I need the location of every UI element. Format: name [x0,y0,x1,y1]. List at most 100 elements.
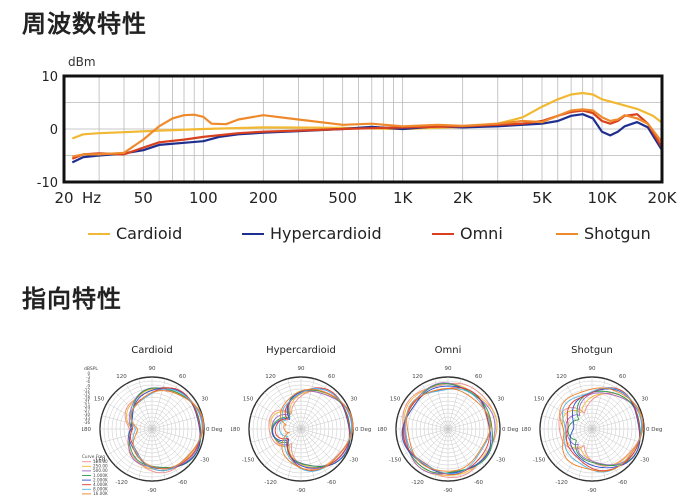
polar-spoke [565,383,593,430]
polar-title-cardioid: Cardioid [131,345,173,356]
polar-legend-frequency: 16.00K [93,491,108,496]
y-axis-label: dBm [68,55,96,69]
x-tick-label: 20K [648,189,678,207]
polar-angle-label: -60 [618,480,627,486]
polar-curve [279,388,354,471]
polar-curve [559,387,644,472]
polar-angle-label: -30 [496,458,505,464]
polar-angle-label: 150 [94,397,105,403]
polar-ring-value: -3 [86,375,90,380]
polar-angle-label: 120 [556,374,567,380]
polar-title-omni: Omni [434,345,462,356]
polar-ring-value: -33 [83,416,90,421]
polar-angle-label: 30 [201,397,208,403]
polar-ring-value: -30 [83,412,90,417]
polar-spoke [300,415,352,430]
polar-spoke [151,392,189,430]
polar-angle-label: 180 [82,427,91,433]
polar-curve [278,388,352,472]
polar-spoke [447,428,485,466]
polar-legend-header: Curve [82,454,95,459]
legend-swatch-hypercardioid [242,232,264,235]
polar-angle-label: 30 [641,397,648,403]
polar-angle-label: 120 [265,374,276,380]
polar-legend-frequency: 250.00 [93,464,108,469]
polar-spoke [578,378,593,430]
polar-angle-label: -120 [411,480,424,486]
polar-angle-label: 120 [116,374,127,380]
polar-spoke [115,392,153,430]
legend-swatch-omni [432,232,454,235]
polar-title-shotgun: Shotgun [571,345,613,356]
polar-angle-label: 60 [475,374,482,380]
polar-curve [406,388,491,472]
polar-spoke [421,383,449,430]
legend-label-hypercardioid: Hypercardioid [270,224,382,243]
polar-spoke [300,428,352,443]
polar-spoke [402,428,449,456]
polar-spoke [151,428,189,466]
polar-spoke [300,392,338,430]
polar-ring-value: -6 [86,379,90,384]
polar-angle-label: 150 [534,397,545,403]
polar-spoke [300,428,338,466]
polar-curve [405,388,491,475]
polar-plot-hypercardioid: 0 Deg 30 60 90 120 150 180 -150 -120 -90 -60 -30 [231,366,371,494]
polar-legend-frequency: 1.000K [93,473,108,478]
polar-spoke [578,428,593,480]
legend-item-shotgun: Shotgun [556,224,651,243]
polar-ring-value: -21 [83,400,90,405]
polar-curve [130,390,204,470]
polar-spoke [151,415,203,430]
polar-ring-value: 0 [87,371,90,376]
x-tick-label: 100 [189,189,218,207]
x-tick-label: 500 [328,189,357,207]
x-axis-unit: Hz [82,189,101,207]
polar-angle-label: 120 [412,374,423,380]
polar-spoke [250,428,302,443]
polar-angle-label: 90 [445,366,452,372]
polar-spoke [591,428,629,466]
legend-swatch-shotgun [556,232,578,235]
polar-curve [569,388,641,469]
polar-spoke [447,428,494,456]
polar-plot-cardioid: 0 Deg306090120150180-150-120-90-60-30dBS… [82,366,222,496]
polar-spoke [591,428,638,456]
polar-angle-label: 0 Deg [355,427,371,433]
polar-spoke [546,428,593,456]
y-tick-label: 0 [50,123,58,138]
plot-frame [62,74,664,184]
polar-curve [402,387,490,475]
polar-ring-scale-label: dBSPL [84,366,98,372]
polar-angle-label: -90 [148,488,157,494]
polar-angle-label: 0 Deg [502,427,518,433]
polar-curve [129,388,203,472]
frequency-response-heading: 周波数特性 [22,10,147,38]
polar-spoke [421,428,449,475]
polar-angle-label: 180 [231,427,240,433]
legend-label-cardioid: Cardioid [116,224,183,243]
polar-spoke [565,428,593,475]
legend-item-omni: Omni [432,224,503,243]
legend-label-omni: Omni [460,224,503,243]
polar-spoke [447,428,499,443]
polar-spoke [591,383,619,430]
polar-chart-omni: Omni 0 Deg 30 60 90 120 150 180 -150 -120 -90 -60 -… [378,345,518,500]
polar-spoke [591,415,643,430]
polar-spoke [591,402,638,430]
polar-chart-hypercardioid: Hypercardioid 0 Deg 30 60 90 120 150 180 -150 -1… [231,345,371,500]
polar-curve [271,389,351,467]
legend-item-cardioid: Cardioid [88,224,182,243]
polar-spoke [125,428,153,475]
polar-spoke [250,415,302,430]
polar-spoke [591,378,606,430]
polar-angle-label: -60 [327,480,336,486]
polar-angle-label: -60 [178,480,187,486]
x-tick-label: 2K [453,189,474,207]
polar-angle-label: -120 [555,480,568,486]
legend-label-shotgun: Shotgun [584,224,651,243]
polar-angle-label: 180 [522,427,531,433]
polar-chart-cardioid: Cardioid 0 Deg 30 60 90 120 150 180 -150 -120 -90… [82,345,222,500]
polar-spoke [125,383,153,430]
